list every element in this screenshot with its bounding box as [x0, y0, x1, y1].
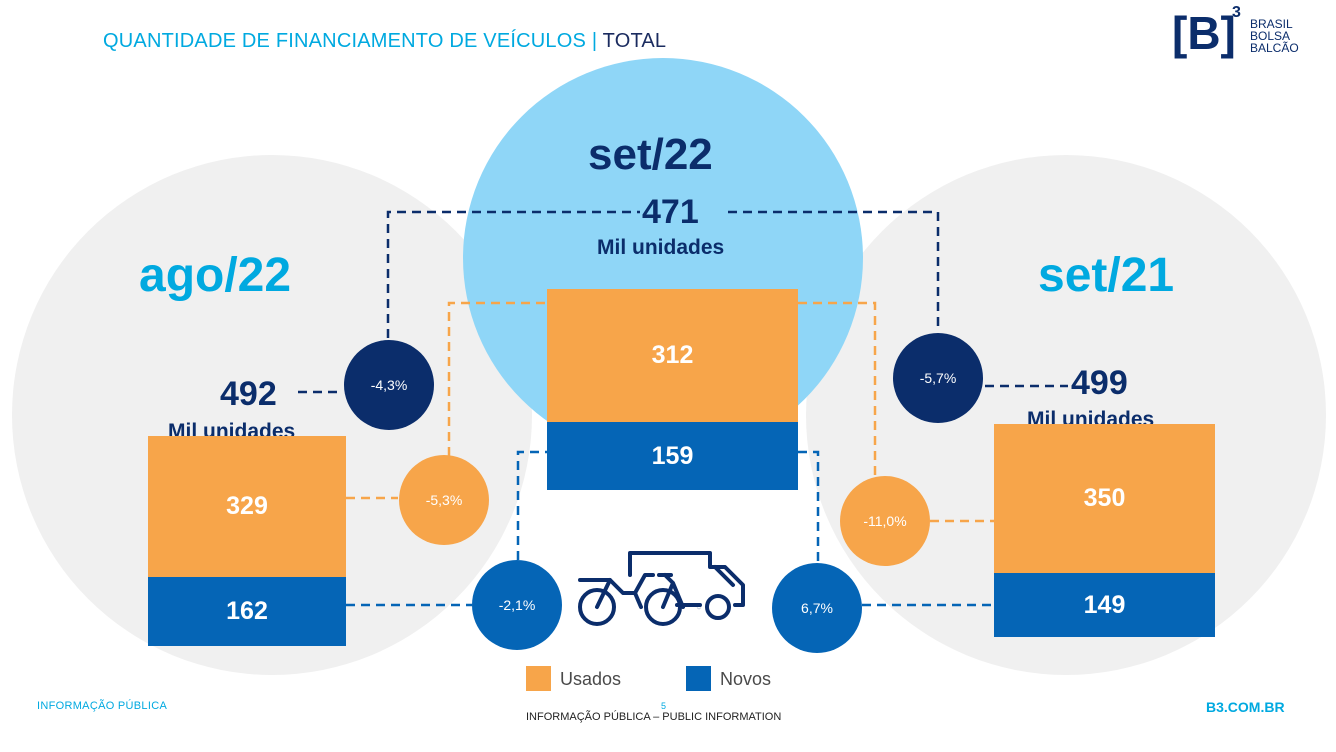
bar-usados-ago22: 329 — [148, 436, 346, 577]
page-title: QUANTIDADE DE FINANCIAMENTO DE VEÍCULOS … — [103, 30, 667, 52]
bar-usados-set21: 350 — [994, 423, 1215, 574]
legend-label-usados: Usados — [560, 669, 622, 689]
period-label-ago22: ago/22 — [139, 249, 292, 302]
logo-mark: [B] — [1172, 7, 1236, 59]
pct-total-vs-set21: -5,7% — [893, 333, 983, 423]
pct-novos-vs-ago22: -2,1% — [472, 560, 562, 650]
total-unit-set22: Mil unidades — [597, 236, 725, 259]
logo-line2: BOLSA — [1250, 29, 1291, 43]
bar-usados-set22: 312 — [547, 288, 798, 423]
vehicles-icon — [578, 551, 745, 626]
legend: Usados Novos — [526, 666, 806, 694]
total-value-set21: 499 — [1071, 364, 1128, 402]
logo-text: BRASIL BOLSA BALCÃO — [1250, 18, 1299, 54]
logo-line3: BALCÃO — [1250, 41, 1299, 55]
pct-total-vs-ago22: -4,3% — [344, 340, 434, 430]
legend-swatch-usados — [526, 666, 551, 691]
footer-public-information: INFORMAÇÃO PÚBLICA – PUBLIC INFORMATION — [526, 711, 782, 723]
footer-classification: INFORMAÇÃO PÚBLICA — [37, 700, 168, 712]
logo-line1: BRASIL — [1250, 17, 1293, 31]
period-label-set21: set/21 — [1038, 249, 1175, 302]
total-value-ago22: 492 — [220, 375, 277, 413]
bar-novos-set21: 149 — [994, 573, 1215, 637]
legend-swatch-novos — [686, 666, 711, 691]
logo-superscript: 3 — [1232, 4, 1241, 21]
footer-website[interactable]: B3.COM.BR — [1206, 699, 1285, 715]
period-label-set22: set/22 — [588, 130, 713, 179]
legend-label-novos: Novos — [720, 669, 772, 689]
pct-usados-vs-set21: -11,0% — [840, 476, 930, 566]
bar-novos-set22: 159 — [547, 422, 798, 490]
page-number: 5 — [661, 701, 667, 711]
pct-novos-vs-set21: 6,7% — [772, 563, 862, 653]
b3-logo: [B] 3 BRASIL BOLSA BALCÃO — [1172, 4, 1307, 66]
total-value-set22: 471 — [642, 193, 699, 231]
bar-novos-ago22: 162 — [148, 576, 346, 646]
pct-usados-vs-ago22: -5,3% — [399, 455, 489, 545]
